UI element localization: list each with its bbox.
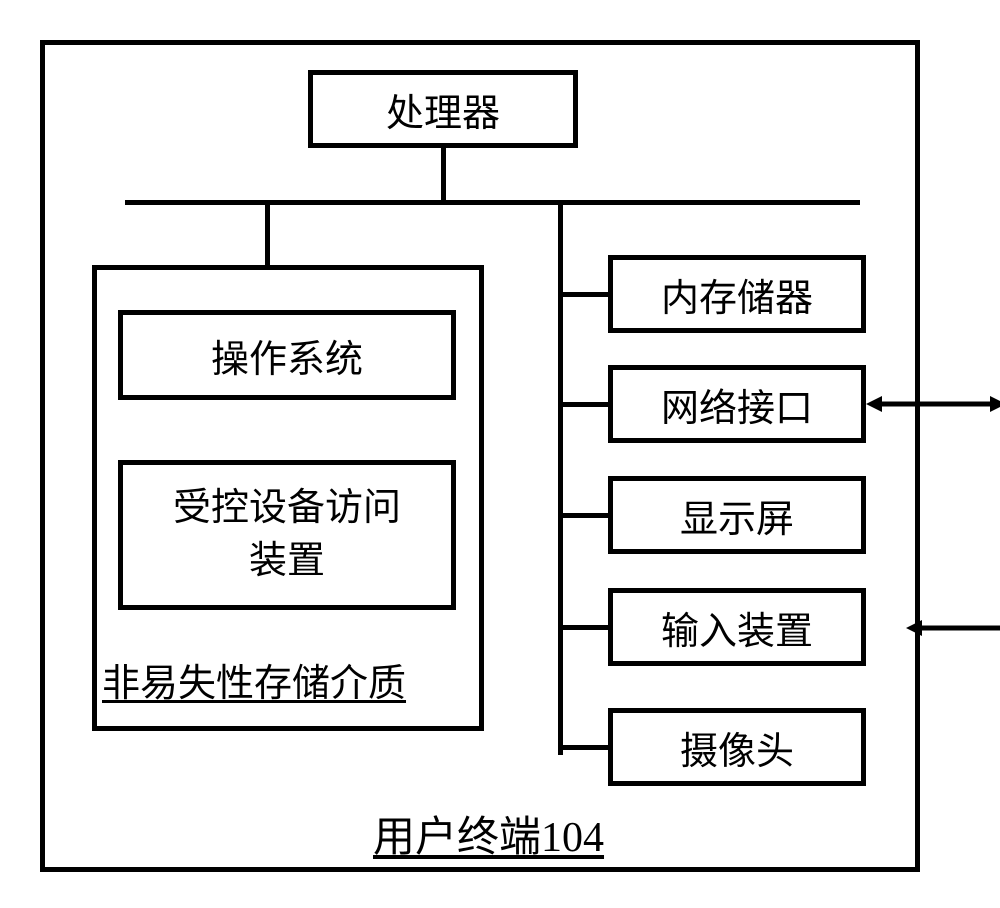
processor-box: 处理器 [308,70,578,148]
os-label: 操作系统 [211,328,363,383]
os-box: 操作系统 [118,310,456,400]
connector-memory [560,292,608,297]
connector-display [560,513,608,518]
device-access-box: 受控设备访问装置 [118,460,456,610]
camera-box: 摄像头 [608,708,866,786]
terminal-label: 用户终端104 [373,803,604,864]
connector-camera [560,745,608,750]
camera-label: 摄像头 [680,720,794,775]
single-arrow-in-icon [906,616,1000,640]
memory-box: 内存储器 [608,255,866,333]
bus-connector-processor [441,148,446,203]
connector-input [560,625,608,630]
input-label: 输入装置 [661,600,813,655]
memory-label: 内存储器 [661,267,813,322]
storage-media-label: 非易失性存储介质 [102,652,406,707]
network-box: 网络接口 [608,365,866,443]
bus-horizontal [125,200,860,205]
processor-label: 处理器 [386,82,500,137]
network-label: 网络接口 [661,377,813,432]
bus-connector-storage [265,200,270,266]
bus-vertical-right [558,200,563,755]
display-box: 显示屏 [608,476,866,554]
device-access-label: 受控设备访问装置 [173,482,401,588]
connector-network [560,402,608,407]
diagram-root: 处理器 操作系统 受控设备访问装置 非易失性存储介质 内存储器 网络接口 显示屏… [40,40,920,872]
input-box: 输入装置 [608,588,866,666]
double-arrow-icon [866,392,1000,416]
display-label: 显示屏 [680,488,794,543]
